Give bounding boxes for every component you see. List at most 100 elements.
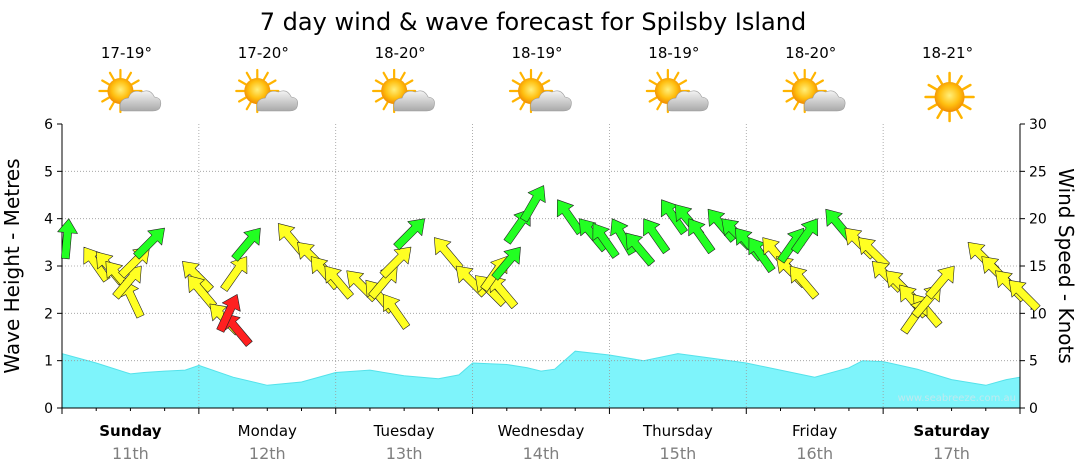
sun-icon: [924, 71, 975, 123]
wind-arrow: [57, 218, 78, 260]
sun-ray: [267, 79, 277, 86]
partly-cloudy-icon: [372, 68, 435, 114]
cloud-shape: [667, 90, 709, 112]
wind-arrow: [592, 223, 620, 259]
sun-ray: [511, 79, 521, 86]
date-label: 16th: [796, 444, 833, 463]
sun-ray: [101, 79, 111, 86]
sun-ray: [927, 83, 938, 91]
wind-arrow: [223, 312, 253, 347]
sun-disc: [107, 78, 134, 104]
wind-arrow: [519, 185, 546, 223]
sun-ray: [237, 96, 248, 103]
temperature-label: 18-21°: [922, 44, 973, 62]
wind-arrow: [625, 232, 655, 267]
wind-arrow: [688, 218, 716, 255]
sun-part: [98, 68, 143, 114]
temperature-label: 18-19°: [648, 44, 699, 62]
temperature-label: 18-19°: [511, 44, 562, 62]
wind-arrow: [220, 256, 248, 292]
day-label: Thursday: [642, 422, 713, 440]
weather-icon-row: [98, 68, 975, 123]
sun-ray: [101, 96, 111, 103]
temperature-label: 18-20°: [785, 44, 836, 62]
watermark: www.seabreeze.com.au: [898, 393, 1016, 404]
temperature-label: 17-20°: [238, 44, 289, 62]
wind-arrow: [491, 246, 521, 281]
sun-ray: [785, 79, 795, 86]
sun-ray: [678, 79, 688, 86]
sun-ray: [374, 79, 384, 86]
sun-ray: [656, 101, 663, 111]
cloud-shape: [119, 90, 162, 112]
wind-arrow: [925, 265, 955, 300]
day-axis: Sunday 11th Monday 12th Tuesday 13th Wednesday…: [99, 422, 990, 463]
wind-arrow: [383, 294, 411, 330]
day-label: Wednesday: [498, 422, 585, 440]
sun-ray: [961, 103, 972, 111]
sun-ray: [511, 96, 521, 103]
day-label: Monday: [238, 422, 297, 440]
sun-disc: [934, 82, 965, 112]
wave-height-area: [61, 350, 1021, 409]
date-label: 14th: [523, 444, 560, 463]
sun-ray: [648, 96, 658, 103]
sun-ray: [793, 101, 800, 111]
sun-ray: [399, 71, 406, 81]
sun-ray: [793, 71, 800, 81]
wind-arrow: [133, 227, 165, 260]
left-tick-label: 5: [44, 164, 53, 180]
day-label: Friday: [792, 422, 838, 440]
wind-arrow: [393, 218, 426, 251]
left-tick-label: 6: [44, 117, 53, 133]
wave-height-series: [61, 350, 1021, 409]
wind-arrow: [216, 294, 241, 333]
sun-ray: [374, 96, 384, 103]
sun-ray: [656, 71, 663, 81]
sun-ray: [130, 79, 140, 86]
right-tick-label: 0: [1029, 401, 1038, 417]
sun-ray: [108, 101, 116, 111]
sun-ray: [785, 96, 795, 103]
sun-ray: [519, 101, 526, 111]
left-tick-label: 1: [44, 354, 53, 370]
wind-arrows: [57, 185, 1041, 347]
sun-ray: [108, 71, 116, 81]
cloud-shape: [530, 90, 572, 112]
partly-cloudy-icon: [645, 68, 709, 114]
partly-cloudy-icon: [508, 68, 572, 114]
sun-disc: [244, 78, 271, 104]
sun-disc: [381, 78, 408, 104]
partly-cloudy-icon: [235, 68, 298, 114]
wind-arrow: [789, 265, 820, 300]
sun-ray: [262, 71, 269, 81]
wind-arrow: [231, 227, 261, 262]
temperature-row: 17-19° 17-20° 18-20° 18-19° 18-19° 18-20° 18-2…: [101, 44, 973, 62]
sun-ray: [961, 83, 972, 91]
date-label: 15th: [659, 444, 696, 463]
sun-ray: [936, 74, 944, 86]
cloud-shape: [256, 90, 298, 112]
sun-disc: [518, 78, 544, 104]
right-tick-label: 5: [1029, 354, 1038, 370]
right-tick-label: 20: [1029, 212, 1047, 228]
left-tick-label: 4: [44, 212, 53, 228]
sun-ray: [936, 108, 944, 120]
wind-arrow: [790, 218, 818, 255]
sun-ray: [404, 79, 414, 86]
sun-ray: [519, 71, 526, 81]
wind-arrow: [488, 275, 519, 310]
sun-ray: [955, 108, 963, 120]
day-label: Tuesday: [373, 422, 435, 440]
sun-ray: [927, 103, 938, 111]
sun-ray: [648, 79, 658, 86]
wind-arrow: [324, 265, 354, 300]
date-label: 12th: [249, 444, 286, 463]
partly-cloudy-icon: [98, 68, 162, 114]
left-tick-label: 3: [44, 259, 53, 275]
left-axis-title: Wave Height - Metres: [0, 158, 24, 373]
sun-ray: [541, 79, 551, 86]
wind-arrow: [707, 208, 738, 243]
wind-arrow: [643, 218, 671, 255]
